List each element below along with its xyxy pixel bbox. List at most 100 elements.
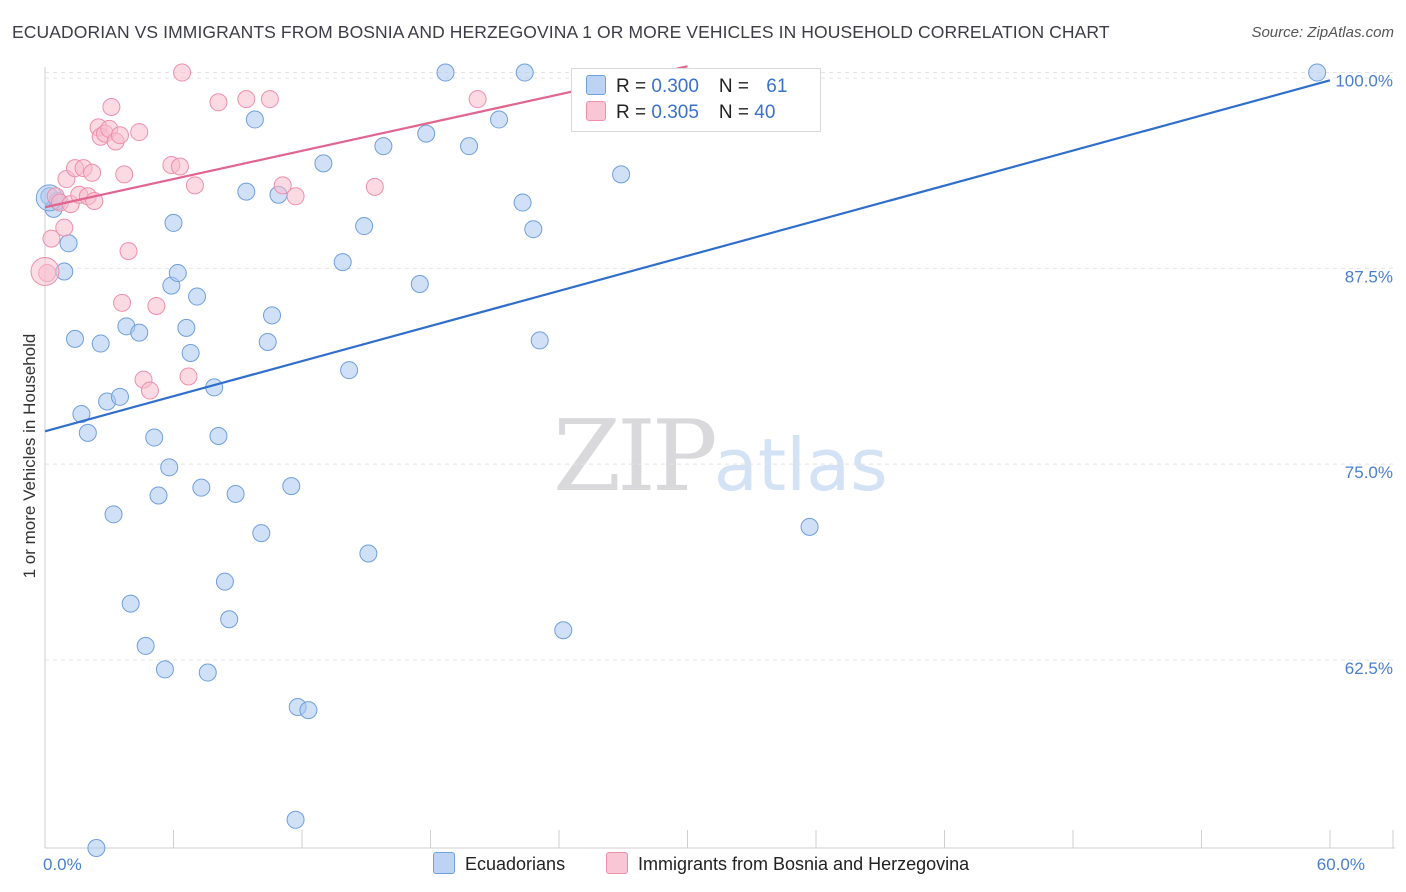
legend-swatch-blue <box>433 852 455 874</box>
ecuadorian-point <box>87 839 106 857</box>
stats-r-value: 0.305 <box>651 102 699 123</box>
ecuadorian-point <box>130 323 149 342</box>
bosnia-point <box>468 90 487 109</box>
ecuadorian-point <box>164 213 183 232</box>
ecuadorian-point <box>286 810 305 829</box>
ecuadorian-point <box>417 124 436 143</box>
ecuadorian-point <box>145 428 164 447</box>
ecuadorian-point <box>355 217 374 236</box>
bosnia-point <box>365 177 384 196</box>
ecuadorian-point <box>530 331 549 350</box>
bosnia-point <box>42 229 61 248</box>
stats-n-label: N = <box>718 76 755 97</box>
bosnia-point <box>83 163 102 182</box>
bosnia-point <box>273 176 292 195</box>
bosnia-point <box>209 93 228 112</box>
ecuadorian-point <box>333 253 352 272</box>
bosnia-point <box>185 176 204 195</box>
ecuadorian-point <box>237 182 256 201</box>
bosnia-point <box>30 256 60 286</box>
legend-label: Immigrants from Bosnia and Herzegovina <box>638 854 970 874</box>
ecuadorian-point <box>245 110 264 129</box>
x-tick-label: 0.0% <box>43 855 82 874</box>
y-tick-label: 100.0% <box>1335 72 1393 91</box>
ecuadorian-point <box>258 332 277 351</box>
stats-r-label: R = <box>616 102 652 123</box>
ecuadorian-point <box>110 387 129 406</box>
ecuadorian-point <box>121 594 140 613</box>
bosnia-point <box>237 90 256 109</box>
bosnia-point <box>173 63 192 82</box>
ecuadorian-point <box>65 329 84 348</box>
bosnia-point <box>115 165 134 184</box>
bosnia-point <box>113 293 132 312</box>
bosnia-point <box>130 123 149 142</box>
legend-item-bosnia[interactable]: Immigrants from Bosnia and Herzegovina <box>606 852 969 875</box>
legend-label: Ecuadorians <box>465 854 566 874</box>
bosnia-point <box>119 242 138 261</box>
ecuadorian-point <box>1308 63 1327 82</box>
bosnia-point <box>260 90 279 109</box>
ecuadorian-point <box>72 405 91 424</box>
bosnia-point <box>179 367 198 386</box>
stats-n-value: 61 <box>766 76 788 97</box>
bosnia-point <box>110 126 129 145</box>
bosnia-point <box>102 97 121 116</box>
legend-item-ecuadorians[interactable]: Ecuadorians <box>433 852 565 875</box>
ecuadorian-point <box>410 275 429 294</box>
bosnia-point <box>55 218 74 237</box>
bosnia-point <box>286 187 305 206</box>
tick-labels: 100.0% 87.5% 75.0% 62.5% 0.0% 60.0% <box>43 72 1393 874</box>
ecuadorian-point <box>209 426 228 445</box>
watermark-zip: ZIP <box>553 400 718 514</box>
ecuadorian-point <box>198 663 217 682</box>
ecuadorian-point <box>282 477 301 496</box>
ecuadorian-point <box>374 137 393 156</box>
ecuadorian-point <box>220 610 239 629</box>
ecuadorian-point <box>460 137 479 156</box>
ecuadorian-point <box>160 458 179 477</box>
ecuadorian-point <box>155 660 174 679</box>
bosnia-point <box>147 296 166 315</box>
ecuadorian-point <box>515 63 534 82</box>
ecuadorian-point <box>181 343 200 362</box>
ecuadorian-point <box>149 486 168 505</box>
ecuadorian-point <box>800 517 819 536</box>
stats-r-value: 0.300 <box>651 76 699 97</box>
x-tick-label: 60.0% <box>1317 855 1365 874</box>
ecuadorian-point <box>59 234 78 253</box>
stats-swatch-blue <box>586 75 606 95</box>
ecuadorian-point <box>314 154 333 173</box>
ecuadorian-point <box>359 544 378 563</box>
watermark: ZIPatlas <box>553 400 888 514</box>
ecuadorian-point <box>263 306 282 325</box>
ecuadorian-point <box>192 478 211 497</box>
ecuadorian-point <box>177 318 196 337</box>
stats-swatch-pink <box>586 101 606 121</box>
ecuadorian-point <box>513 193 532 212</box>
chart-title: ECUADORIAN VS IMMIGRANTS FROM BOSNIA AND… <box>12 22 1110 42</box>
ecuadorian-point <box>91 334 110 353</box>
ecuadorian-point <box>299 701 318 720</box>
ecuadorian-point <box>612 165 631 184</box>
bosnia-point <box>170 157 189 176</box>
source-credit: Source: ZipAtlas.com <box>1251 24 1394 41</box>
bosnia-point <box>140 381 159 400</box>
y-tick-label: 87.5% <box>1345 267 1393 286</box>
stats-n-value: 40 <box>754 102 776 123</box>
ecuadorian-point <box>226 484 245 503</box>
stats-n-label: N = <box>718 102 755 123</box>
stats-row-bosnia: R = 0.305 N = 40 <box>586 100 775 126</box>
ecuadorian-point <box>168 264 187 283</box>
ecuadorian-point <box>436 63 455 82</box>
ecuadorian-point <box>252 524 271 543</box>
legend-swatch-pink <box>606 852 628 874</box>
watermark-atlas: atlas <box>713 423 888 507</box>
bosnia-points <box>30 63 592 400</box>
ecuadorians-trend-line <box>44 79 1331 433</box>
y-tick-label: 75.0% <box>1345 463 1393 482</box>
gridlines <box>45 72 1395 661</box>
stats-r-label: R = <box>616 76 652 97</box>
ecuadorian-point <box>78 423 97 442</box>
